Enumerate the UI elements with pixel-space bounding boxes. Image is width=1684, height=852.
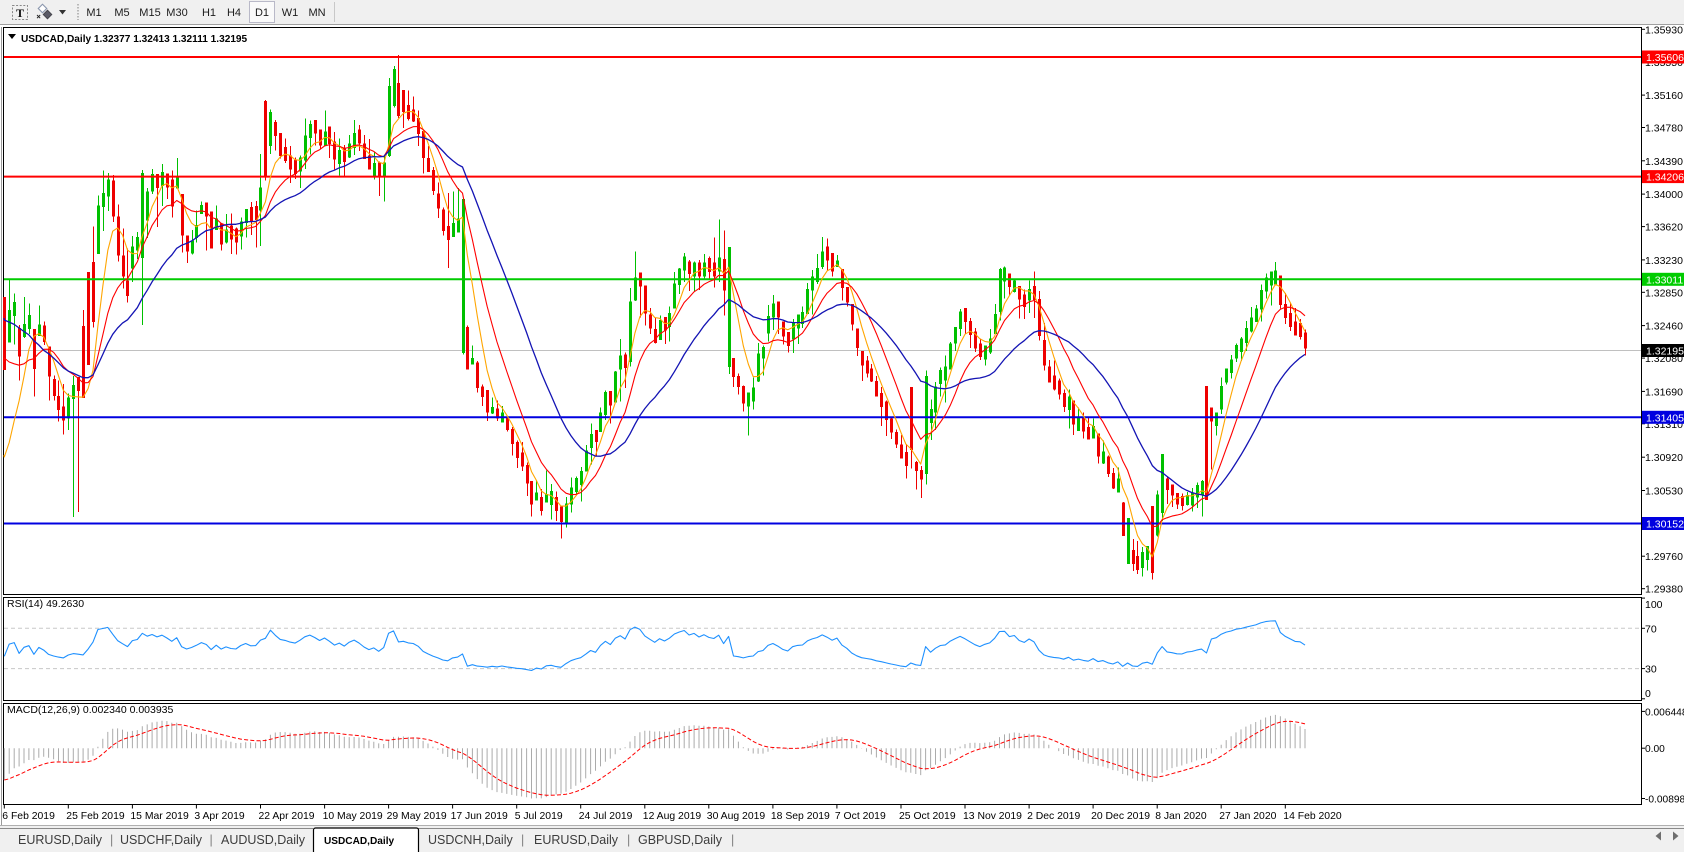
svg-text:30: 30 xyxy=(1645,664,1657,676)
svg-text:1.35606: 1.35606 xyxy=(1646,52,1684,64)
svg-text:1.32195: 1.32195 xyxy=(1646,346,1684,358)
svg-text:8 Jan 2020: 8 Jan 2020 xyxy=(1155,811,1207,822)
svg-text:1.30530: 1.30530 xyxy=(1645,486,1683,498)
svg-text:3 Apr 2019: 3 Apr 2019 xyxy=(194,811,244,822)
svg-text:|: | xyxy=(731,833,734,847)
svg-text:MACD(12,26,9) 0.002340 0.00393: MACD(12,26,9) 0.002340 0.003935 xyxy=(7,704,174,716)
svg-text:M1: M1 xyxy=(86,7,101,19)
svg-text:EURUSD,Daily: EURUSD,Daily xyxy=(534,833,619,847)
svg-text:USDCAD,Daily 1.32377 1.32413: USDCAD,Daily 1.32377 1.32413 1.32111 1.3… xyxy=(21,34,248,45)
svg-text:1.34390: 1.34390 xyxy=(1645,156,1683,168)
svg-text:20 Dec 2019: 20 Dec 2019 xyxy=(1091,811,1150,822)
svg-text:1.34780: 1.34780 xyxy=(1645,123,1683,135)
svg-text:13 Nov 2019: 13 Nov 2019 xyxy=(963,811,1022,822)
svg-text:-0.008982: -0.008982 xyxy=(1645,795,1684,806)
svg-text:7 Oct 2019: 7 Oct 2019 xyxy=(835,811,886,822)
svg-text:27 Jan 2020: 27 Jan 2020 xyxy=(1219,811,1276,822)
svg-text:25 Feb 2019: 25 Feb 2019 xyxy=(66,811,125,822)
svg-text:1.32460: 1.32460 xyxy=(1645,321,1683,333)
svg-text:H1: H1 xyxy=(202,7,216,19)
svg-text:1.34000: 1.34000 xyxy=(1645,189,1683,201)
svg-text:6 Feb 2019: 6 Feb 2019 xyxy=(2,811,55,822)
svg-text:1.34206: 1.34206 xyxy=(1646,172,1684,184)
svg-text:1.30152: 1.30152 xyxy=(1646,519,1684,531)
svg-text:10 May 2019: 10 May 2019 xyxy=(323,811,383,822)
svg-text:1.33230: 1.33230 xyxy=(1645,255,1683,267)
svg-text:70: 70 xyxy=(1645,623,1657,635)
svg-text:25 Oct 2019: 25 Oct 2019 xyxy=(899,811,956,822)
svg-text:D1: D1 xyxy=(255,7,269,19)
svg-text:EURUSD,Daily: EURUSD,Daily xyxy=(18,833,103,847)
svg-text:1.31405: 1.31405 xyxy=(1646,412,1684,424)
svg-text:24 Jul 2019: 24 Jul 2019 xyxy=(579,811,633,822)
svg-text:1.33620: 1.33620 xyxy=(1645,222,1683,234)
svg-text:T: T xyxy=(16,6,24,20)
svg-text:100: 100 xyxy=(1645,599,1663,611)
svg-text:W1: W1 xyxy=(282,7,299,19)
svg-text:GBPUSD,Daily: GBPUSD,Daily xyxy=(638,833,723,847)
svg-text:2 Dec 2019: 2 Dec 2019 xyxy=(1027,811,1080,822)
svg-text:1.35160: 1.35160 xyxy=(1645,90,1683,102)
svg-text:USDCAD,Daily: USDCAD,Daily xyxy=(324,836,394,847)
svg-text:29 May 2019: 29 May 2019 xyxy=(387,811,447,822)
svg-text:MN: MN xyxy=(308,7,325,19)
svg-text:1.30920: 1.30920 xyxy=(1645,452,1683,464)
svg-text:0: 0 xyxy=(1645,688,1651,700)
svg-text:RSI(14) 49.2630: RSI(14) 49.2630 xyxy=(7,598,84,610)
svg-text:12 Aug 2019: 12 Aug 2019 xyxy=(643,811,702,822)
svg-text:18 Sep 2019: 18 Sep 2019 xyxy=(771,811,830,822)
svg-text:M30: M30 xyxy=(166,7,187,19)
svg-text:30 Aug 2019: 30 Aug 2019 xyxy=(707,811,766,822)
svg-text:15 Mar 2019: 15 Mar 2019 xyxy=(130,811,189,822)
svg-text:0.006448: 0.006448 xyxy=(1645,707,1684,718)
svg-text:|: | xyxy=(110,833,113,847)
svg-text:5 Jul 2019: 5 Jul 2019 xyxy=(515,811,563,822)
svg-text:1.33011: 1.33011 xyxy=(1646,274,1683,286)
svg-text:1.29380: 1.29380 xyxy=(1645,584,1683,596)
svg-text:1.32850: 1.32850 xyxy=(1645,287,1683,299)
svg-text:H4: H4 xyxy=(227,7,241,19)
svg-text:USDCNH,Daily: USDCNH,Daily xyxy=(428,833,513,847)
svg-text:0.00: 0.00 xyxy=(1645,744,1665,755)
svg-text:22 Apr 2019: 22 Apr 2019 xyxy=(259,811,315,822)
svg-text:USDCHF,Daily: USDCHF,Daily xyxy=(120,833,203,847)
svg-text:1.31690: 1.31690 xyxy=(1645,386,1683,398)
svg-text:|: | xyxy=(210,833,213,847)
svg-text:|: | xyxy=(521,833,524,847)
svg-text:|: | xyxy=(627,833,630,847)
svg-text:M15: M15 xyxy=(139,7,160,19)
svg-text:AUDUSD,Daily: AUDUSD,Daily xyxy=(221,833,306,847)
svg-text:14 Feb 2020: 14 Feb 2020 xyxy=(1283,811,1342,822)
svg-text:M5: M5 xyxy=(114,7,129,19)
svg-text:1.35930: 1.35930 xyxy=(1645,24,1683,36)
svg-text:17 Jun 2019: 17 Jun 2019 xyxy=(451,811,508,822)
svg-text:1.29760: 1.29760 xyxy=(1645,551,1683,563)
